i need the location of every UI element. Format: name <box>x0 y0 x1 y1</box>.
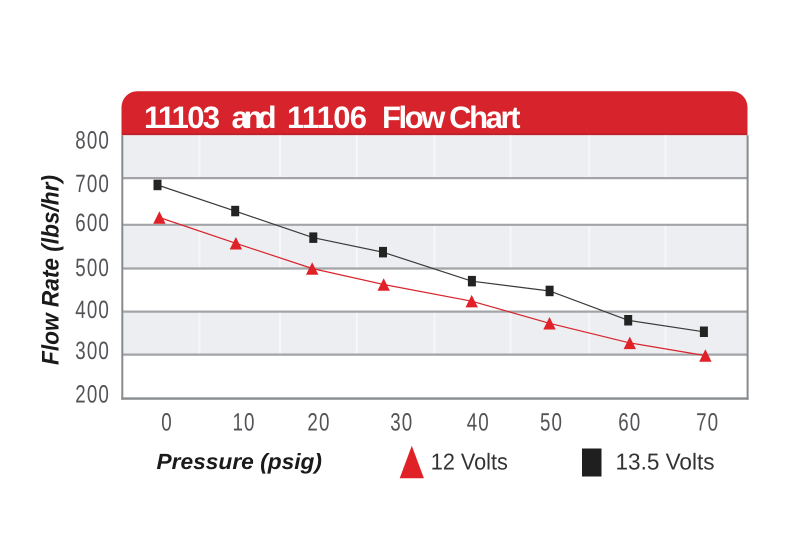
svg-text:200: 200 <box>75 381 110 409</box>
svg-text:30: 30 <box>390 409 413 437</box>
svg-text:12 Volts: 12 Volts <box>431 449 508 475</box>
svg-text:800: 800 <box>75 126 110 154</box>
svg-text:400: 400 <box>75 296 110 324</box>
svg-text:Flow Rate (lbs/hr): Flow Rate (lbs/hr) <box>38 175 65 365</box>
svg-text:500: 500 <box>75 254 110 282</box>
svg-text:13.5 Volts: 13.5 Volts <box>616 449 715 475</box>
svg-text:60: 60 <box>618 409 641 437</box>
svg-text:20: 20 <box>307 409 330 437</box>
svg-text:11106: 11106 <box>287 100 367 135</box>
svg-text:10: 10 <box>233 409 256 437</box>
svg-text:11103: 11103 <box>144 100 220 135</box>
svg-text:700: 700 <box>75 170 110 198</box>
svg-text:600: 600 <box>75 209 110 237</box>
svg-text:and: and <box>232 100 277 135</box>
svg-text:70: 70 <box>696 409 719 437</box>
svg-text:300: 300 <box>75 337 110 365</box>
svg-text:40: 40 <box>467 409 490 437</box>
svg-text:0: 0 <box>161 409 173 437</box>
svg-text:Flow Chart: Flow Chart <box>382 100 521 135</box>
svg-text:Pressure (psig): Pressure (psig) <box>157 449 323 474</box>
svg-text:50: 50 <box>540 409 563 437</box>
